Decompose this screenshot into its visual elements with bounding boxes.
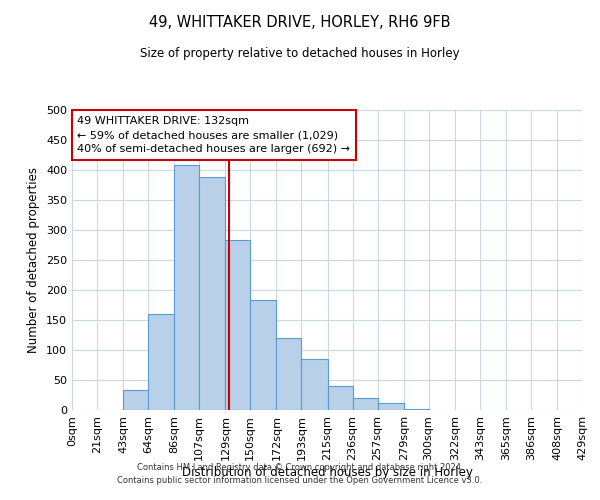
Text: Size of property relative to detached houses in Horley: Size of property relative to detached ho… [140, 48, 460, 60]
Bar [199, 177, 226, 410]
Bar [277, 338, 301, 410]
Text: Contains public sector information licensed under the Open Government Licence v3: Contains public sector information licen… [118, 476, 482, 485]
Bar [123, 390, 148, 410]
Bar [148, 314, 174, 410]
X-axis label: Distribution of detached houses by size in Horley: Distribution of detached houses by size … [182, 466, 472, 478]
Y-axis label: Number of detached properties: Number of detached properties [28, 167, 40, 353]
Text: 49 WHITTAKER DRIVE: 132sqm
← 59% of detached houses are smaller (1,029)
40% of s: 49 WHITTAKER DRIVE: 132sqm ← 59% of deta… [77, 116, 350, 154]
Bar [377, 404, 404, 410]
Text: 49, WHITTAKER DRIVE, HORLEY, RH6 9FB: 49, WHITTAKER DRIVE, HORLEY, RH6 9FB [149, 15, 451, 30]
Bar [328, 386, 353, 410]
Bar [174, 165, 199, 410]
Bar [301, 359, 328, 410]
Bar [226, 240, 250, 410]
Bar [353, 398, 377, 410]
Bar [250, 300, 277, 410]
Text: Contains HM Land Registry data © Crown copyright and database right 2024.: Contains HM Land Registry data © Crown c… [137, 464, 463, 472]
